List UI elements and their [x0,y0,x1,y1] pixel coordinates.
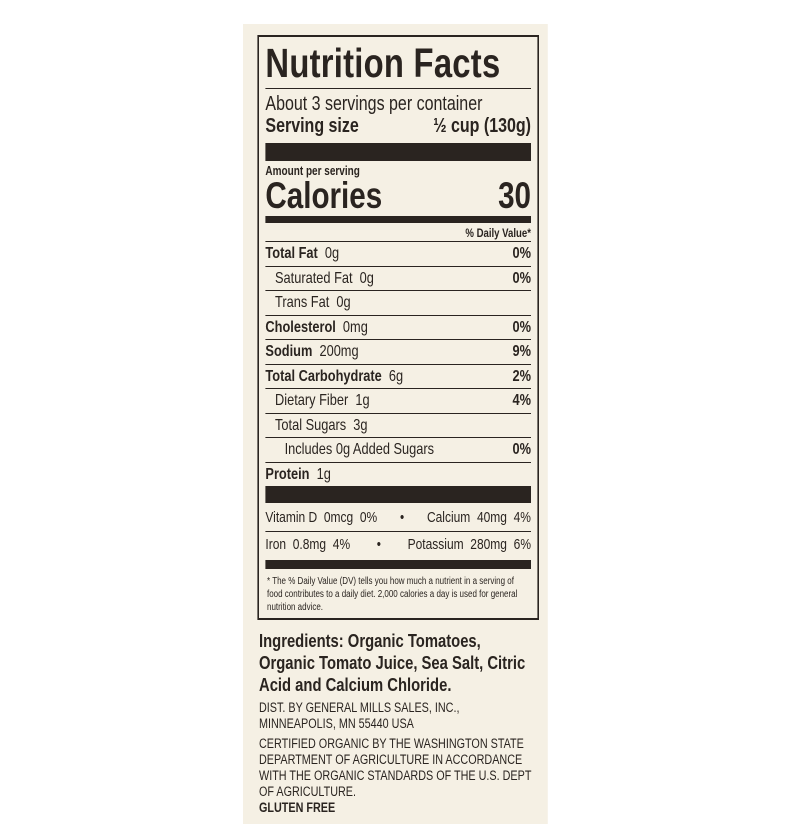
label-text: Total Carbohydrate [265,367,382,385]
certification: CERTIFIED ORGANIC BY THE WASHINGTON STAT… [259,736,532,799]
nutrient-row: Dietary Fiber 1g 4% [265,388,531,413]
thick-divider [265,486,531,503]
divider [265,88,531,89]
label-text: 0% [512,318,532,336]
label-text: Calcium 40mg 4% [426,509,531,526]
label-text: Dietary Fiber [275,392,349,409]
label-text: Cholesterol [265,318,336,336]
label-text: 0% [512,245,532,262]
medium-divider [265,216,531,223]
product-info: Ingredients: Organic Tomatoes, Organic T… [259,630,539,816]
label-text: Potassium 280mg 6% [407,536,531,553]
label-text: 2% [512,367,532,385]
calories-value: 30 [498,175,531,216]
label-text: Iron 0.8mg 4% [265,536,351,553]
distributor: DIST. BY GENERAL MILLS SALES, INC., MINN… [259,700,460,731]
label-text: Vitamin D 0mcg 0% [265,509,378,526]
calories-row: Calories 30 [265,175,531,216]
label-text: 0g [324,245,340,262]
nutrient-row: Protein 1g [265,461,531,487]
daily-value-header: % Daily Value* [465,226,531,240]
label-text: 9% [512,343,532,360]
label-text: 0% [512,441,532,458]
label-text: 1g [316,465,331,483]
medium-divider [265,560,531,569]
serving-size-label: Serving size [265,115,359,137]
amount-per-serving: Amount per serving [265,164,360,178]
nutrient-row: Trans Fat 0g [265,290,531,315]
label-text: 0mg [342,318,368,336]
serving-size-value: ½ cup (130g) [433,115,531,137]
nutrient-row: Includes 0g Added Sugars 0% [265,437,531,462]
serving-size: Serving size ½ cup (130g) [265,115,531,137]
label-text: 1g [355,392,370,409]
nutrient-row: Total Carbohydrate 6g 2% [265,363,532,389]
thick-divider [265,143,531,161]
nutrient-row: Saturated Fat 0g 0% [265,265,532,291]
nutrient-row: Sodium 200mg 9% [265,339,531,364]
label-text: Saturated Fat [275,269,353,287]
label-text: 4% [512,392,532,409]
vitamin-row: Vitamin D 0mcg 0% • Calcium 40mg 4% [265,505,531,531]
label-text: 0% [512,269,532,287]
servings-per-container: About 3 servings per container [265,93,483,115]
ingredients: Ingredients: Organic Tomatoes, Organic T… [259,630,526,695]
nutrient-row: Cholesterol 0mg 0% [265,314,532,340]
label-text: 3g [353,416,368,434]
nutrient-row: Total Fat 0g 0% [265,241,531,266]
label-text: Total Fat [265,245,318,262]
label-text: • [399,509,405,526]
label-title: Nutrition Facts [265,40,501,86]
gluten-free: GLUTEN FREE [259,800,336,815]
vitamin-row: Iron 0.8mg 4% • Potassium 280mg 6% [265,531,531,558]
label-text: • [376,536,381,553]
nutrient-row: Total Sugars 3g [265,412,531,438]
label-text: Trans Fat [275,294,330,311]
nutrition-label-panel: Nutrition Facts About 3 servings per con… [243,24,548,824]
label-text: Total Sugars [275,416,347,434]
label-text: Includes 0g Added Sugars [284,441,435,458]
footnote: * The % Daily Value (DV) tells you how m… [267,576,518,613]
label-text: 6g [388,367,404,385]
label-text: 200mg [319,343,359,360]
nutrition-facts-box: Nutrition Facts About 3 servings per con… [257,35,539,620]
label-text: 0g [336,294,351,311]
label-text: Sodium [265,343,313,360]
label-text: Protein [265,465,310,483]
label-text: 0g [359,269,374,287]
calories-label: Calories [265,175,383,216]
